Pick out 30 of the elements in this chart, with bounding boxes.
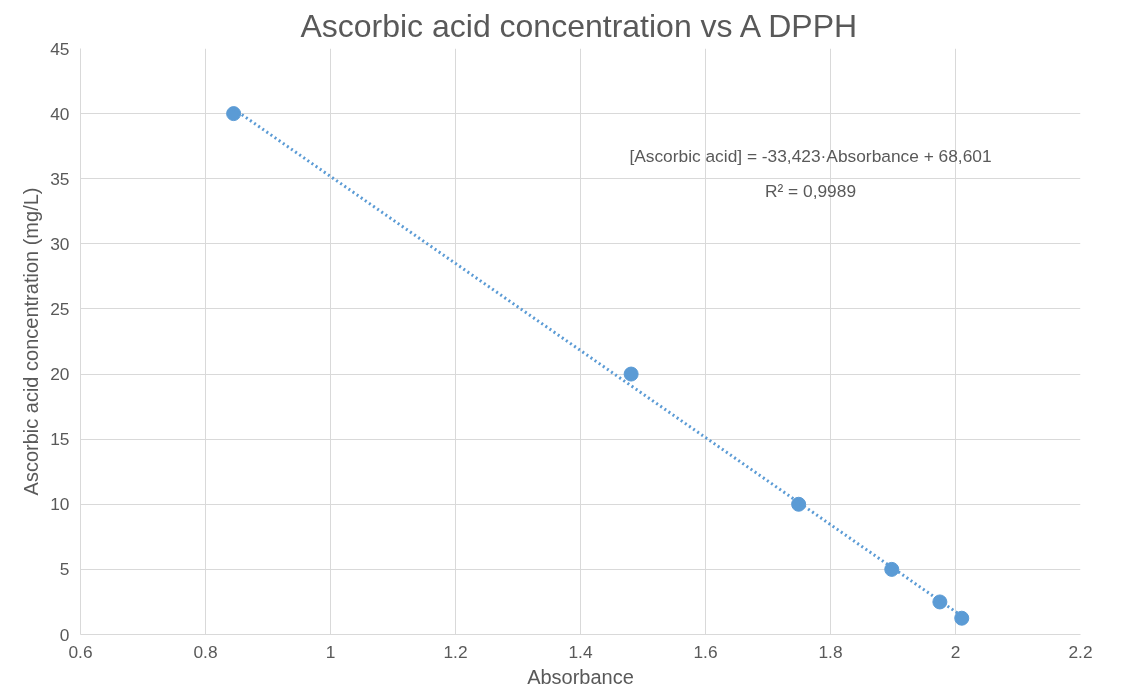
point [791,496,807,512]
x-tick-label: 1.4 [568,641,593,662]
y-axis-title: Ascorbic acid concentration (mg/L) [20,187,43,496]
x-tick-label: 1.2 [443,641,468,662]
x-tick-label: 1 [325,641,336,662]
x-tick-label: 1.6 [693,641,718,662]
y-tick-label: 40 [50,103,70,124]
y-tick-label: 5 [59,559,70,580]
y-tick-label: 20 [50,364,70,385]
y-tick-label: 35 [50,168,70,189]
x-tick-label: 2.2 [1068,641,1093,662]
point [954,610,970,626]
chart-title: Ascorbic acid concentration vs A DPPH [300,7,858,44]
y-tick-label: 10 [50,494,70,515]
point [884,561,900,577]
point [623,366,639,382]
x-tick-label: 1.8 [818,641,843,662]
x-tick-label: 0.8 [193,641,218,662]
x-tick-label: 2 [950,641,961,662]
x-axis-title: Absorbance [527,665,634,688]
x-tick-label: 0.6 [68,641,93,662]
annotation: [Ascorbic acid] = -33,423·Absorbance + 68,601 [629,145,992,166]
y-tick-label: 30 [50,233,70,254]
annotation: R² = 0,9989 [764,180,857,201]
y-tick-label: 0 [59,624,70,645]
y-tick-label: 25 [50,298,70,319]
point [226,106,242,122]
y-tick-label: 15 [50,429,70,450]
point [932,594,948,610]
y-tick-label: 45 [50,38,70,59]
